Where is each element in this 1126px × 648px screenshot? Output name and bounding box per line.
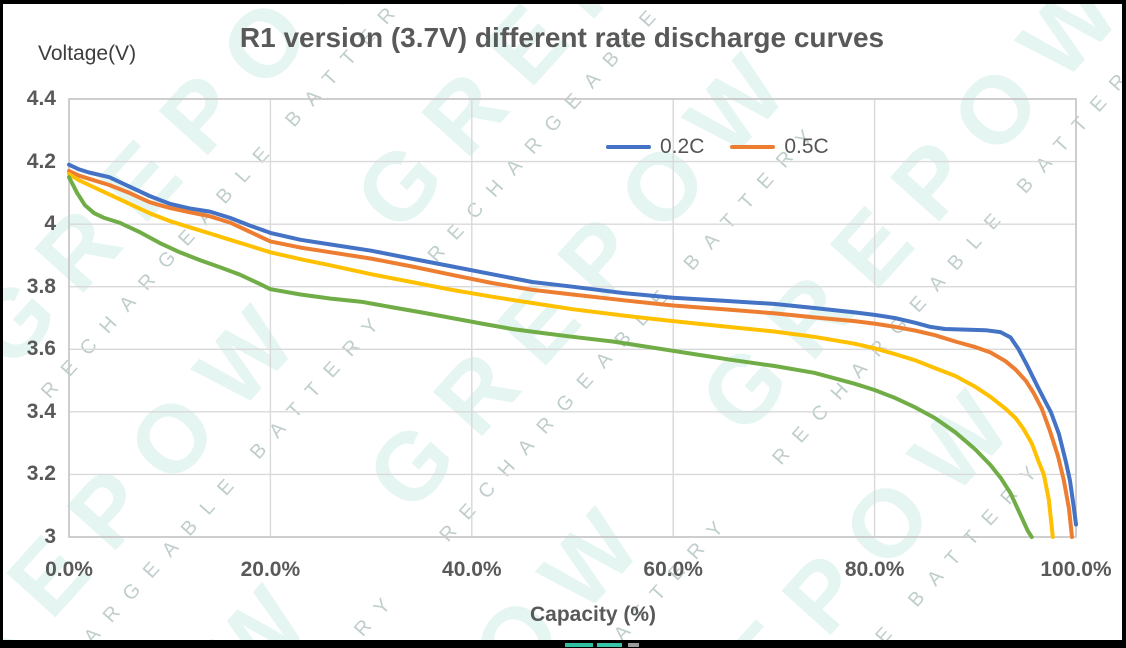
series-curve-0.2C [67, 162, 1078, 527]
y-tick-label: 3.6 [26, 337, 56, 361]
cutoff-color-swatch [565, 643, 593, 647]
series-curve-0.5C [67, 169, 1074, 539]
x-tick-label: 40.0% [442, 558, 502, 581]
frame-border-bottom [0, 640, 1126, 648]
x-tick-label: 60.0% [643, 558, 703, 581]
legend-line-marker [606, 144, 651, 150]
y-tick-label: 3.2 [26, 462, 56, 486]
legend-item-0.2C: 0.2C [606, 135, 704, 159]
y-tick-label: 3.4 [26, 399, 56, 423]
y-axis-title: Voltage(V) [38, 42, 137, 65]
legend-item-0.5C: 0.5C [730, 135, 829, 159]
y-tick-label: 4 [44, 212, 56, 236]
series-curve-unlabeled-4 [67, 175, 1034, 539]
x-tick-label: 20.0% [240, 558, 301, 581]
legend-line-marker [730, 144, 776, 150]
legend-label: 0.5C [784, 135, 829, 158]
series-curve-unlabeled-3 [67, 172, 1055, 539]
plot-border [68, 98, 1077, 538]
x-tick-label: 80.0% [844, 558, 905, 581]
y-tick-label: 4.2 [26, 149, 56, 173]
cutoff-color-swatch [628, 643, 639, 647]
frame-border-left [0, 0, 3, 648]
y-tick-label: 3.8 [26, 274, 56, 298]
cutoff-color-swatch [597, 643, 622, 647]
y-tick-label: 3 [44, 525, 56, 548]
x-axis-title: Capacity (%) [529, 603, 657, 626]
x-tick-label: 100.0% [1040, 558, 1112, 581]
chart-legend: 0.2C 0.5C [606, 135, 829, 159]
legend-label: 0.2C [660, 135, 705, 158]
frame-border-right [1122, 0, 1126, 648]
y-tick-label: 4.4 [26, 87, 56, 110]
frame-border-top [0, 0, 1126, 4]
x-tick-label: 0.0% [45, 558, 93, 581]
chart-title: R1 version (3.7V) different rate dischar… [239, 22, 885, 53]
